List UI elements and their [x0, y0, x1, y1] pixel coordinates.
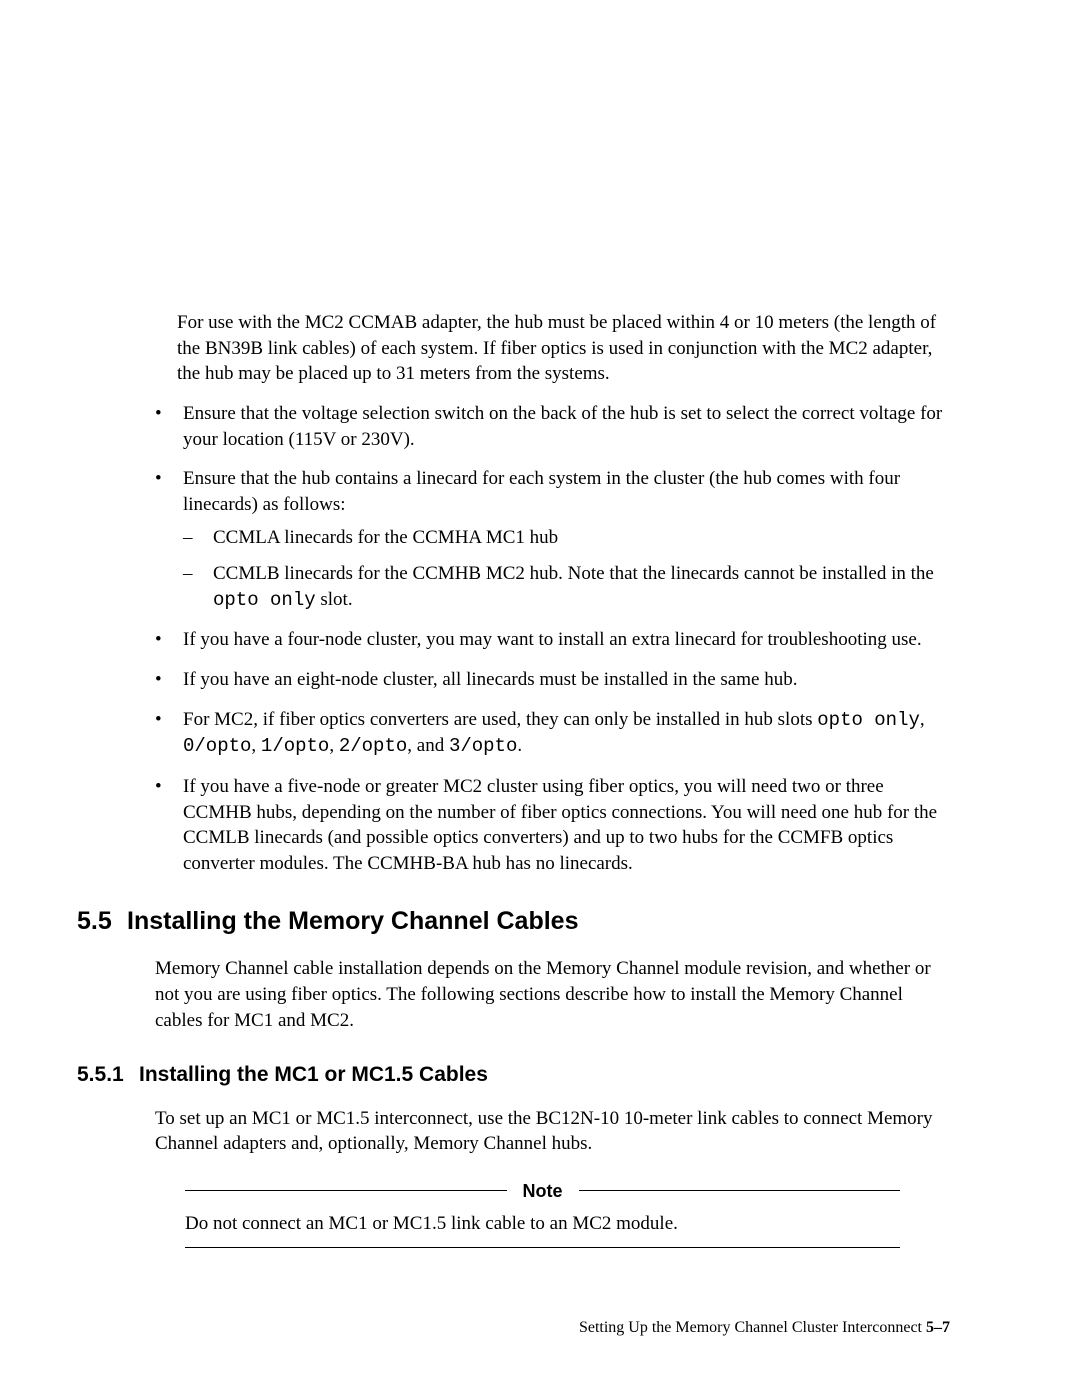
bullet-text: , and	[407, 735, 449, 756]
code-text: opto only	[213, 589, 316, 611]
bullet-item: If you have an eight-node cluster, all l…	[155, 667, 950, 693]
bullet-item: For MC2, if fiber optics converters are …	[155, 707, 950, 760]
note-label: Note	[507, 1179, 579, 1203]
code-text: 2/opto	[339, 735, 407, 757]
note-box: Note Do not connect an MC1 or MC1.5 link…	[185, 1179, 900, 1248]
page-number: 5–7	[926, 1319, 950, 1336]
dash-text: slot.	[316, 589, 353, 610]
code-text: 1/opto	[261, 735, 329, 757]
bullet-text: .	[517, 735, 522, 756]
note-body: Do not connect an MC1 or MC1.5 link cabl…	[185, 1211, 900, 1237]
note-header: Note	[185, 1179, 900, 1203]
page-footer: Setting Up the Memory Channel Cluster In…	[579, 1317, 950, 1339]
bullet-list: Ensure that the voltage selection switch…	[155, 401, 950, 877]
dash-item: CCMLB linecards for the CCMHB MC2 hub. N…	[183, 561, 950, 613]
section-paragraph: Memory Channel cable installation depend…	[155, 956, 950, 1033]
subsection-title: Installing the MC1 or MC1.5 Cables	[139, 1063, 488, 1086]
bullet-item: If you have a five-node or greater MC2 c…	[155, 774, 950, 877]
bullet-text: Ensure that the hub contains a linecard …	[183, 468, 900, 515]
bullet-item: If you have a four-node cluster, you may…	[155, 627, 950, 653]
note-rule	[579, 1190, 901, 1191]
note-rule	[185, 1190, 507, 1191]
code-text: 0/opto	[183, 735, 251, 757]
intro-paragraph: For use with the MC2 CCMAB adapter, the …	[177, 310, 950, 387]
subsection-number: 5.5.1	[77, 1061, 139, 1089]
bullet-text: For MC2, if fiber optics converters are …	[183, 709, 817, 730]
dash-text: CCMLB linecards for the CCMHB MC2 hub. N…	[213, 563, 934, 584]
code-text: 3/opto	[449, 735, 517, 757]
note-rule	[185, 1247, 900, 1248]
dash-item: CCMLA linecards for the CCMHA MC1 hub	[183, 525, 950, 551]
bullet-text: ,	[251, 735, 261, 756]
bullet-text: ,	[329, 735, 339, 756]
bullet-item: Ensure that the hub contains a linecard …	[155, 466, 950, 613]
code-text: opto only	[817, 709, 920, 731]
subsection-paragraph: To set up an MC1 or MC1.5 interconnect, …	[155, 1106, 950, 1157]
dash-list: CCMLA linecards for the CCMHA MC1 hub CC…	[183, 525, 950, 613]
section-number: 5.5	[77, 905, 127, 939]
bullet-text: ,	[920, 709, 925, 730]
footer-text: Setting Up the Memory Channel Cluster In…	[579, 1319, 926, 1336]
section-title: Installing the Memory Channel Cables	[127, 907, 578, 935]
subsection-heading: 5.5.1Installing the MC1 or MC1.5 Cables	[77, 1061, 950, 1089]
section-heading: 5.5Installing the Memory Channel Cables	[77, 905, 950, 939]
bullet-item: Ensure that the voltage selection switch…	[155, 401, 950, 452]
